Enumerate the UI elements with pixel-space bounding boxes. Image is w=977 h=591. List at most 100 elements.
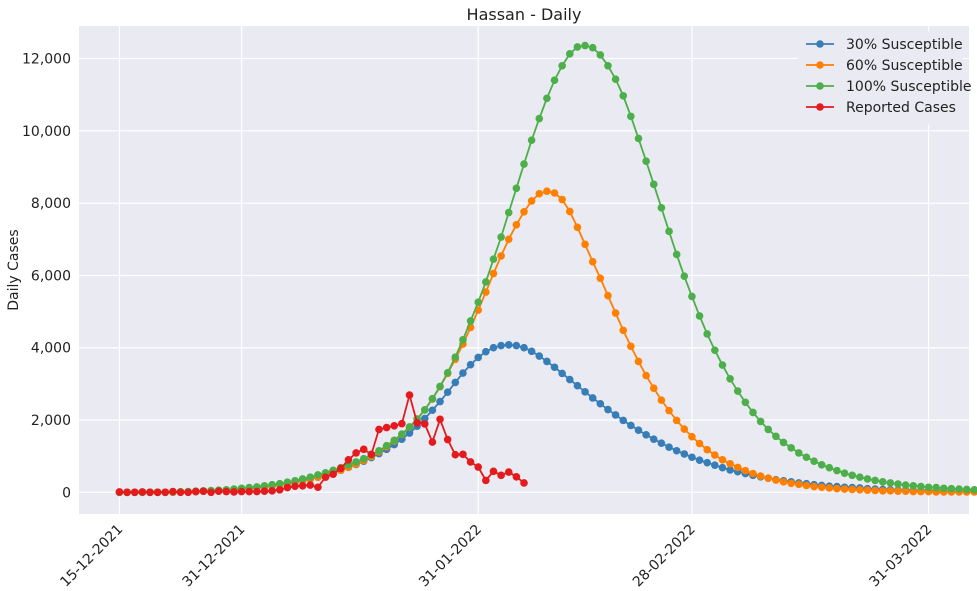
data-point — [863, 486, 872, 494]
data-point — [665, 443, 673, 451]
y-tick-label: 8,000 — [31, 196, 71, 212]
data-point — [848, 471, 857, 480]
data-point — [268, 480, 276, 489]
data-point — [848, 485, 857, 494]
legend-entry: 60% Susceptible — [846, 58, 963, 74]
data-point — [619, 91, 628, 100]
data-point — [504, 341, 513, 349]
data-point — [123, 488, 131, 497]
data-point — [489, 269, 498, 278]
data-point — [688, 292, 696, 301]
data-point — [466, 458, 475, 466]
legend: 30% Susceptible 60% Susceptible 100% Susce… — [797, 31, 972, 125]
data-point — [627, 112, 635, 121]
data-point — [352, 458, 360, 466]
y-tick-label: 2,000 — [31, 413, 71, 429]
data-point — [482, 278, 490, 286]
data-point — [451, 353, 460, 361]
data-point — [543, 187, 551, 195]
data-point — [726, 375, 734, 383]
data-point — [161, 488, 170, 497]
y-tick-label: 4,000 — [31, 341, 71, 357]
data-point — [512, 184, 521, 193]
data-point — [840, 469, 849, 477]
data-point — [924, 483, 933, 492]
x-tick-label: 28-02-2022 — [630, 522, 699, 591]
data-point — [115, 488, 124, 496]
data-point — [627, 342, 635, 351]
data-point — [489, 255, 498, 263]
data-point — [176, 488, 185, 497]
data-point — [718, 361, 727, 369]
data-point — [657, 396, 666, 404]
data-point — [634, 426, 643, 434]
data-point — [657, 204, 666, 212]
legend-swatch-marker — [816, 82, 824, 90]
data-point — [764, 474, 773, 483]
data-point — [863, 475, 872, 483]
data-point — [382, 441, 391, 450]
data-point — [810, 457, 818, 466]
data-point — [596, 51, 605, 59]
data-point — [497, 471, 505, 480]
data-point — [558, 195, 566, 204]
data-point — [222, 487, 231, 496]
legend-box — [797, 31, 963, 125]
data-point — [169, 487, 177, 496]
data-point — [535, 352, 544, 360]
data-point — [550, 76, 559, 85]
data-point — [703, 458, 711, 467]
data-point — [871, 476, 879, 485]
data-point — [695, 312, 704, 320]
data-point — [703, 445, 711, 454]
data-point — [886, 487, 895, 495]
data-point — [558, 369, 566, 378]
data-point — [672, 446, 681, 455]
data-point — [550, 363, 559, 372]
data-point — [871, 486, 879, 495]
data-point — [741, 398, 750, 407]
data-point — [840, 485, 849, 493]
data-point — [535, 189, 544, 198]
data-point — [298, 475, 307, 483]
data-point — [833, 466, 841, 475]
data-point — [275, 479, 284, 488]
data-point — [329, 470, 337, 479]
data-point — [428, 394, 437, 403]
data-point — [726, 459, 734, 468]
data-point — [794, 480, 803, 489]
legend-entry: 30% Susceptible — [846, 37, 963, 53]
data-point — [466, 360, 475, 369]
y-tick-label: 12,000 — [22, 52, 71, 68]
data-point — [940, 484, 948, 493]
data-point — [947, 484, 956, 493]
data-point — [611, 75, 620, 83]
chart-title: Hassan - Daily — [467, 5, 582, 24]
data-point — [398, 430, 406, 438]
data-point — [588, 43, 597, 52]
data-point — [680, 425, 689, 433]
legend-swatch-marker — [816, 103, 824, 111]
data-point — [420, 406, 429, 414]
data-point — [802, 481, 811, 490]
data-point — [901, 481, 910, 489]
data-point — [894, 487, 902, 496]
data-point — [970, 485, 977, 494]
data-point — [535, 114, 544, 123]
data-point — [642, 431, 650, 439]
data-point — [649, 384, 658, 393]
data-point — [253, 487, 261, 496]
data-point — [306, 481, 315, 489]
data-point — [245, 487, 254, 496]
data-point — [497, 341, 505, 350]
data-point — [733, 463, 742, 472]
data-point — [901, 487, 910, 496]
data-point — [337, 464, 345, 473]
data-point — [207, 488, 215, 497]
data-point — [520, 343, 528, 352]
x-tick-label: 15-12-2021 — [57, 522, 126, 591]
data-point — [634, 357, 643, 366]
data-point — [482, 476, 490, 485]
data-point — [764, 425, 773, 434]
data-point — [520, 479, 528, 487]
